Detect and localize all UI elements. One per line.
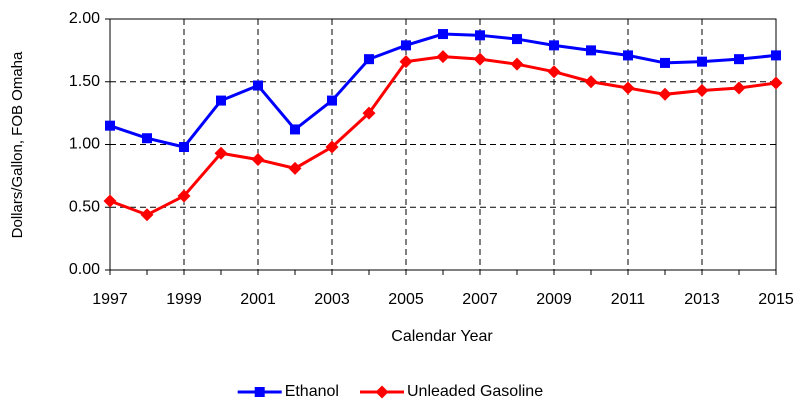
x-tick-label: 2011 xyxy=(611,291,646,308)
marker xyxy=(660,57,670,68)
marker xyxy=(375,385,389,399)
marker xyxy=(510,57,524,71)
marker xyxy=(142,133,152,144)
y-tick-label: 1.50 xyxy=(69,73,100,90)
legend-label: Ethanol xyxy=(285,383,339,400)
x-tick-label: 2009 xyxy=(536,291,572,308)
marker xyxy=(214,146,228,160)
x-axis-label: Calendar Year xyxy=(391,328,493,345)
series xyxy=(103,50,783,222)
marker xyxy=(475,30,485,41)
x-tick-label: 2015 xyxy=(758,291,794,308)
marker xyxy=(732,81,746,95)
marker xyxy=(254,387,265,397)
marker xyxy=(251,153,265,167)
x-tick-label: 2005 xyxy=(388,291,424,308)
marker xyxy=(697,56,707,67)
marker xyxy=(179,142,189,153)
marker xyxy=(216,95,226,106)
marker xyxy=(399,55,413,69)
marker xyxy=(140,208,154,222)
marker xyxy=(253,80,263,91)
marker xyxy=(512,34,522,45)
marker xyxy=(549,40,559,51)
marker xyxy=(105,120,115,131)
marker xyxy=(658,87,672,101)
y-axis-label: Dollars/Gallon, FOB Omaha xyxy=(9,51,26,238)
x-tick-label: 1999 xyxy=(166,291,202,308)
y-tick-label: 1.00 xyxy=(69,136,100,153)
marker xyxy=(177,189,191,203)
marker xyxy=(438,29,448,40)
marker xyxy=(547,65,561,79)
y-tick-label: 0.50 xyxy=(69,198,100,215)
marker xyxy=(401,40,411,51)
marker xyxy=(364,54,374,65)
marker xyxy=(325,140,339,154)
marker xyxy=(584,75,598,89)
marker xyxy=(586,45,596,56)
y-tick-label: 0.00 xyxy=(69,261,100,278)
marker xyxy=(623,50,633,61)
y-tick-label: 2.00 xyxy=(69,10,100,27)
marker xyxy=(290,124,300,135)
marker xyxy=(769,76,783,90)
series-line xyxy=(109,55,777,217)
marker xyxy=(362,106,376,120)
marker xyxy=(473,52,487,66)
marker xyxy=(734,54,744,65)
marker xyxy=(327,95,337,106)
x-tick-label: 1997 xyxy=(92,291,128,308)
series xyxy=(105,29,781,153)
marker xyxy=(695,84,709,98)
marker xyxy=(436,50,450,64)
marker xyxy=(621,81,635,95)
x-tick-label: 2007 xyxy=(462,291,498,308)
legend: Ethanol Unleaded Gasoline xyxy=(237,383,543,400)
x-tick-label: 2001 xyxy=(240,291,276,308)
marker xyxy=(288,161,302,175)
x-tick-label: 2003 xyxy=(314,291,350,308)
legend-label: Unleaded Gasoline xyxy=(407,383,543,400)
marker xyxy=(771,50,781,61)
x-tick-label: 2013 xyxy=(684,291,720,308)
marker xyxy=(103,194,117,208)
plot-frame xyxy=(109,18,777,271)
